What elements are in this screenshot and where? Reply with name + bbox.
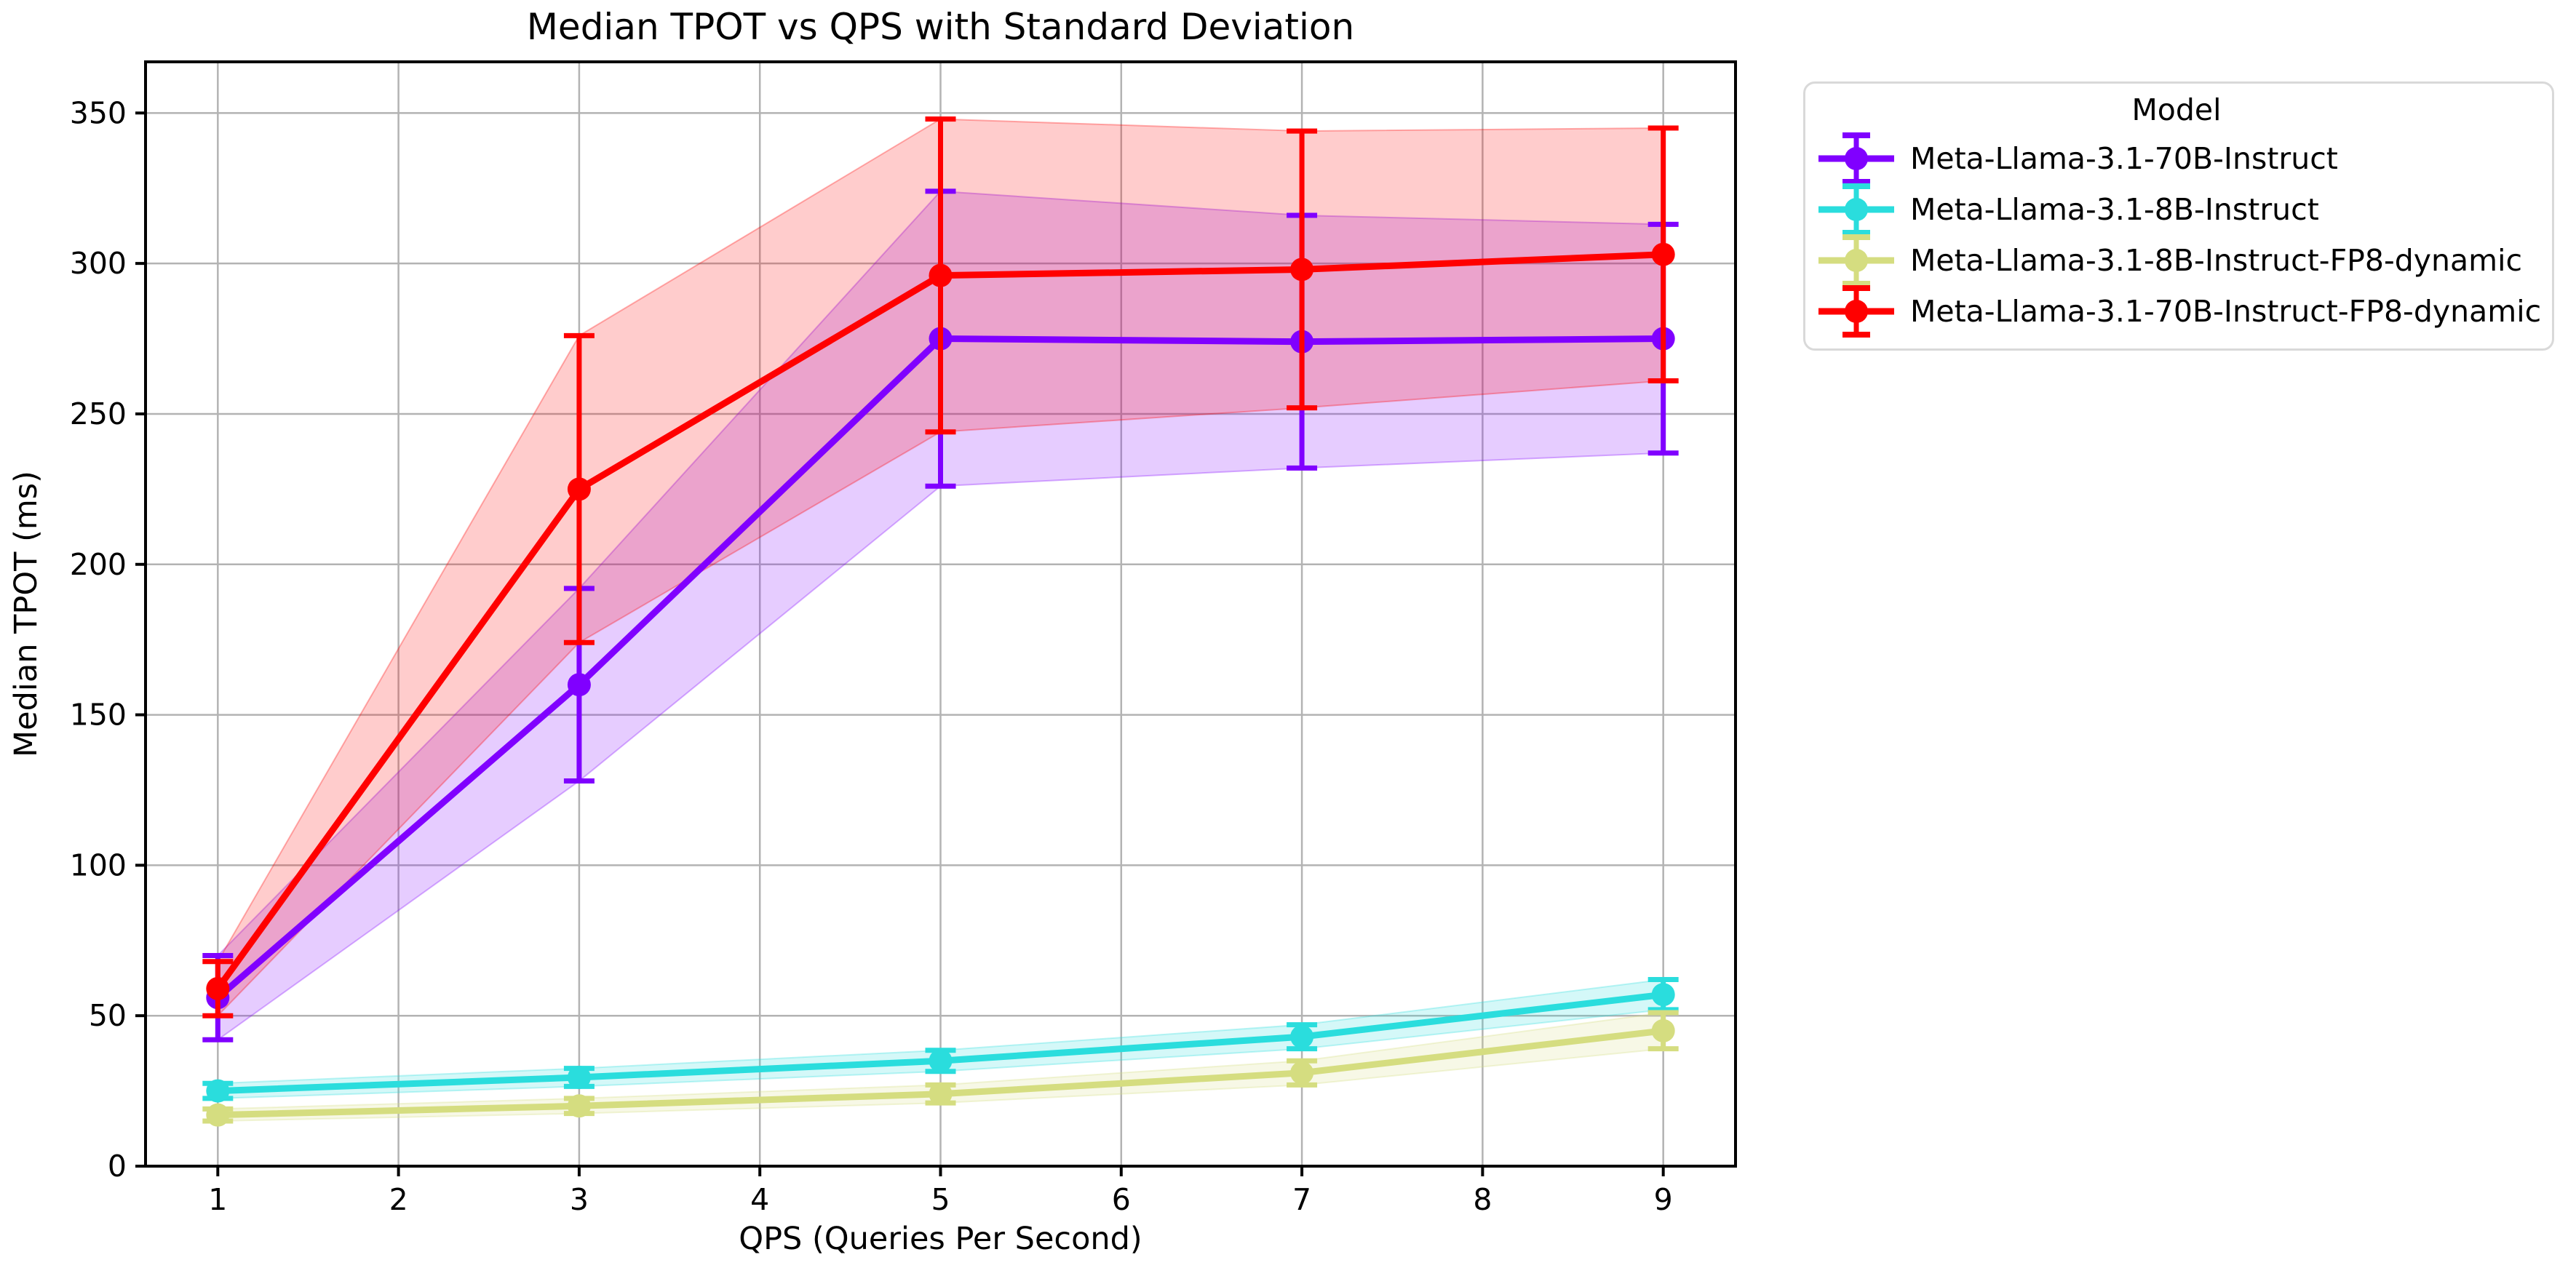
y-tick-label: 0 xyxy=(108,1149,127,1184)
data-point xyxy=(1290,1025,1314,1049)
y-tick-label: 350 xyxy=(70,95,127,130)
x-tick-label: 7 xyxy=(1292,1182,1311,1217)
x-tick-label: 4 xyxy=(750,1182,769,1217)
data-point xyxy=(567,1094,591,1118)
y-axis-label: Median TPOT (ms) xyxy=(8,471,44,757)
y-tick-label: 100 xyxy=(70,848,127,882)
y-tick-label: 200 xyxy=(70,547,127,582)
y-tick-label: 250 xyxy=(70,396,127,431)
data-point xyxy=(567,673,591,697)
x-tick-label: 2 xyxy=(389,1182,408,1217)
legend-title: Model xyxy=(2131,92,2222,127)
data-point xyxy=(929,263,953,287)
chart-title: Median TPOT vs QPS with Standard Deviati… xyxy=(526,6,1355,48)
x-tick-label: 1 xyxy=(208,1182,227,1217)
data-point xyxy=(567,1065,591,1089)
data-point xyxy=(1290,1061,1314,1085)
data-point xyxy=(1290,258,1314,282)
x-tick-label: 9 xyxy=(1654,1182,1673,1217)
legend-item: Meta-Llama-3.1-8B-Instruct xyxy=(1818,183,2535,236)
data-point xyxy=(567,477,591,501)
x-axis-label: QPS (Queries Per Second) xyxy=(739,1221,1142,1257)
legend-item: Meta-Llama-3.1-8B-Instruct-FP8-dynamic xyxy=(1818,234,2535,287)
legend: Model Meta-Llama-3.1-70B-Instruct Meta-Ll… xyxy=(1803,81,2554,351)
data-point xyxy=(1651,1018,1675,1042)
data-point xyxy=(1651,983,1675,1007)
legend-items: Meta-Llama-3.1-70B-Instruct Meta-Llama-3.… xyxy=(1818,132,2541,338)
data-point xyxy=(929,1049,953,1073)
errorbar-marker-icon xyxy=(1818,183,1894,236)
legend-item-label: Meta-Llama-3.1-70B-Instruct xyxy=(1910,141,2338,176)
legend-item-label: Meta-Llama-3.1-8B-Instruct-FP8-dynamic xyxy=(1910,243,2523,278)
errorbar-marker-icon xyxy=(1818,132,1894,185)
data-point xyxy=(929,1082,953,1106)
x-tick-label: 3 xyxy=(570,1182,589,1217)
y-tick-label: 150 xyxy=(70,698,127,733)
data-point xyxy=(206,976,230,1000)
legend-item: Meta-Llama-3.1-70B-Instruct xyxy=(1818,132,2535,185)
data-point xyxy=(206,1103,230,1127)
x-tick-label: 8 xyxy=(1473,1182,1492,1217)
data-point xyxy=(206,1079,230,1103)
x-tick-label: 6 xyxy=(1112,1182,1131,1217)
y-tick-label: 300 xyxy=(70,246,127,281)
errorbar-marker-icon xyxy=(1818,234,1894,287)
y-tick-label: 50 xyxy=(89,998,127,1033)
legend-item: Meta-Llama-3.1-70B-Instruct-FP8-dynamic xyxy=(1818,285,2541,338)
data-point xyxy=(1651,242,1675,266)
x-tick-label: 5 xyxy=(931,1182,950,1217)
legend-item-label: Meta-Llama-3.1-70B-Instruct-FP8-dynamic xyxy=(1910,294,2542,329)
legend-item-label: Meta-Llama-3.1-8B-Instruct xyxy=(1910,192,2319,227)
errorbar-marker-icon xyxy=(1818,285,1894,338)
